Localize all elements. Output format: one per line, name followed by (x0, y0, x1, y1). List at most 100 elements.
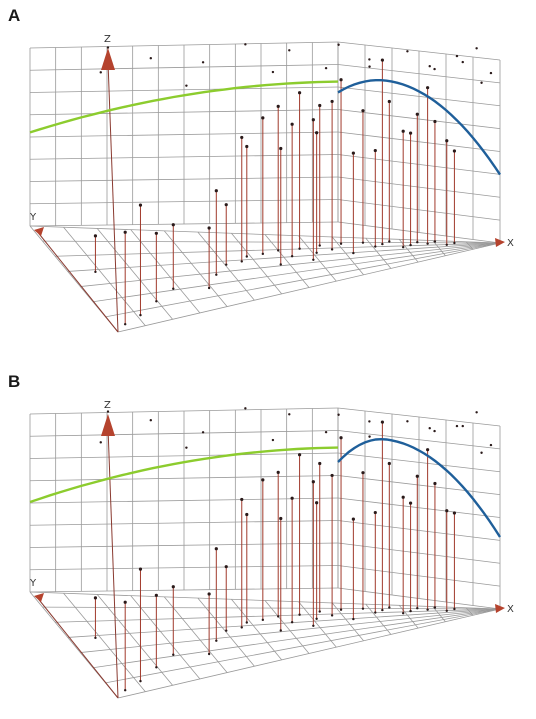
stem-base-point (245, 621, 248, 624)
data-point (171, 585, 175, 589)
stem-base-point (94, 636, 97, 640)
stem-base-point (290, 621, 294, 624)
data-point (428, 65, 431, 68)
stem-base-point (388, 240, 391, 243)
data-point (123, 600, 127, 604)
stem-base-point (339, 608, 343, 611)
gridline (130, 595, 201, 680)
x-axis-label: X (507, 238, 514, 249)
stem-base-point (279, 629, 282, 632)
gridline (29, 176, 339, 182)
data-point (99, 71, 102, 74)
blue-curve (337, 79, 501, 176)
data-point (452, 511, 457, 515)
gridline (298, 235, 337, 282)
gridline (337, 430, 501, 450)
panel-a: A Z Y X (0, 0, 536, 350)
gridline (337, 565, 501, 587)
stem-base-point (225, 629, 228, 632)
gridline (331, 602, 364, 642)
y-axis-label: Y (29, 578, 37, 589)
stem-base-point (139, 313, 142, 317)
data-point (401, 129, 405, 133)
data-point (276, 470, 280, 474)
data-point (297, 91, 302, 95)
x-axis-arrow (495, 604, 505, 613)
gridline (298, 601, 337, 648)
panel-label: A (8, 6, 21, 25)
stem-base-point (215, 273, 218, 276)
blue-curve (337, 437, 502, 538)
data-point (240, 497, 244, 502)
gridline (105, 608, 501, 684)
data-point (426, 448, 430, 452)
data-point (415, 474, 419, 478)
gridline (29, 41, 339, 49)
data-point (387, 461, 391, 466)
data-point (149, 57, 152, 60)
gridline (337, 131, 501, 152)
panel-label: B (8, 372, 21, 391)
data-point (245, 512, 249, 517)
gridline (337, 154, 501, 175)
data-point (480, 81, 483, 84)
data-point (337, 413, 340, 416)
gridline (80, 242, 501, 287)
z-axis-label: Z (104, 400, 111, 411)
data-point (408, 501, 413, 505)
data-point (279, 146, 283, 151)
data-point (207, 226, 211, 230)
gridline (163, 230, 228, 307)
stem-base-point (240, 626, 243, 629)
data-point (433, 481, 437, 486)
data-point (315, 131, 319, 135)
stem-base-point (401, 611, 405, 615)
stem-base-point (123, 688, 127, 692)
gridline (117, 242, 501, 333)
data-point (290, 496, 294, 500)
gridline (63, 592, 146, 692)
gridline (29, 86, 339, 93)
stem-base-point (261, 618, 265, 622)
data-point (455, 424, 459, 428)
data-point (401, 495, 405, 499)
stem-base-point (416, 607, 419, 610)
gridline (231, 233, 283, 295)
data-point (311, 480, 315, 484)
gridline (337, 542, 501, 564)
gridline (398, 239, 419, 263)
gridline (197, 231, 255, 301)
data-point (261, 478, 265, 482)
gridline (42, 606, 501, 610)
gridline (337, 86, 501, 107)
data-point (201, 431, 205, 434)
z-axis (107, 427, 119, 699)
stem-base-point (277, 615, 280, 618)
data-point (288, 49, 291, 52)
data-point (244, 43, 247, 46)
y-axis-arrow (34, 227, 44, 236)
stem-base-point (207, 286, 211, 290)
gridline (67, 608, 501, 638)
stem-base-point (245, 255, 248, 258)
data-point (240, 135, 244, 140)
gridline (29, 591, 501, 610)
data-point (415, 112, 419, 116)
stem-base-point (445, 243, 448, 246)
gridline (337, 475, 501, 496)
gridline (337, 497, 501, 518)
stem-base-point (388, 606, 391, 609)
stem-base-point (155, 300, 158, 303)
stem-base-point (298, 247, 301, 250)
gridline (29, 199, 339, 205)
data-point (279, 516, 283, 521)
data-point (288, 413, 291, 416)
stem-base-point (172, 653, 175, 656)
stem-base-point (453, 241, 456, 245)
data-point (214, 189, 218, 193)
data-point (276, 104, 280, 108)
green-curve (29, 446, 339, 504)
gridline (96, 228, 173, 320)
data-point (461, 60, 464, 64)
data-point (339, 78, 343, 82)
